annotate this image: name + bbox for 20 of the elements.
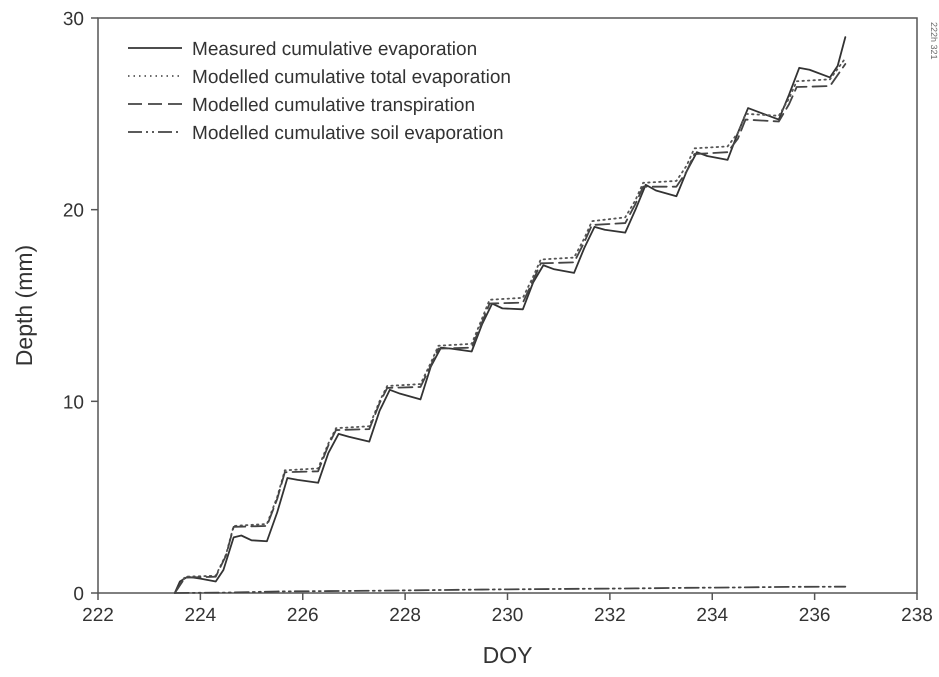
legend-label: Modelled cumulative transpiration (192, 95, 476, 116)
legend-label: Modelled cumulative total evaporation (192, 67, 511, 88)
x-tick-label: 226 (286, 605, 319, 626)
y-tick-label: 30 (62, 9, 84, 30)
x-tick-label: 238 (901, 605, 933, 626)
y-tick-label: 20 (62, 200, 84, 222)
x-tick-label: 228 (389, 605, 421, 626)
y-axis-title: Depth (mm) (11, 244, 37, 366)
x-tick-label: 232 (594, 605, 626, 626)
y-tick-label: 0 (73, 584, 84, 605)
legend-label: Modelled cumulative soil evaporation (192, 123, 504, 144)
legend-label: Measured cumulative evaporation (192, 39, 478, 60)
x-tick-label: 236 (798, 605, 830, 626)
x-tick-label: 230 (492, 605, 524, 626)
text: 222h 321 (929, 22, 939, 60)
x-tick-label: 224 (184, 605, 217, 626)
y-tick-label: 10 (62, 392, 84, 414)
x-tick-label: 234 (696, 605, 729, 626)
x-axis-title: DOY (482, 642, 532, 668)
x-tick-label: 222 (82, 605, 114, 626)
